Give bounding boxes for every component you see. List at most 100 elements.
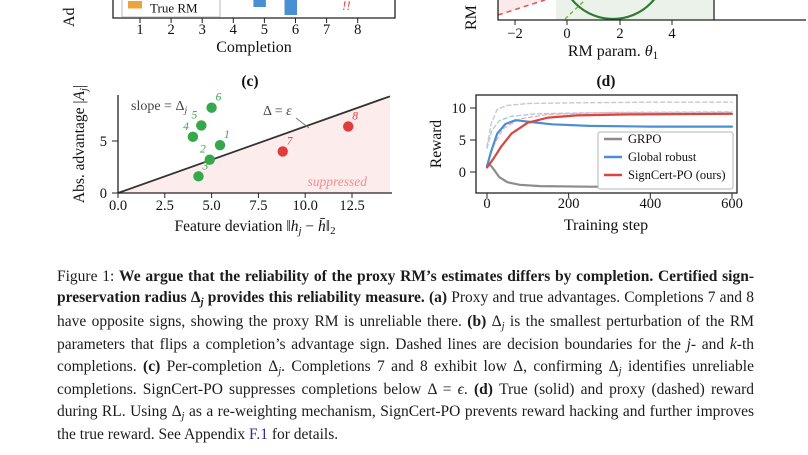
certified-radius-ball [570, 0, 656, 21]
epsilon-pointer-line [295, 117, 310, 129]
panel-a-xlabel: Completion [216, 39, 292, 56]
caption-text: j [181, 410, 185, 422]
suppressed-point-8 [343, 121, 354, 132]
panel-c-scatter: 0.0 2.5 5.0 7.5 10.0 12.5 0 5 slope = Δj Δ = ε sup… [71, 73, 392, 237]
x-tick-label: 3 [199, 22, 206, 38]
x-tick-label: 12.5 [339, 198, 364, 214]
kept-point-4 [187, 131, 199, 143]
x-tick-label: 400 [639, 196, 661, 212]
panel-b-boundary-sketch: −2 0 2 4 RM param. θ1 RM [463, 0, 806, 62]
panel-b-frame [497, 0, 806, 21]
y-tick-label: 0 [100, 186, 107, 202]
legend-label-1: Global robust [628, 150, 697, 164]
kept-point-label-1: 1 [224, 129, 230, 141]
slope-annotation: slope = Δj [131, 99, 187, 116]
caption-text: for details. [267, 426, 339, 444]
panel-a-legend-box [121, 0, 221, 18]
caption-text: (c) [143, 357, 161, 375]
caption-text: is the smallest perturbation of the RM p… [57, 312, 755, 354]
caption-text: as a re-weighting mechanism, SignCert-PO… [57, 402, 754, 444]
x-tick-label: 2.5 [156, 198, 174, 214]
kept-point-label-5: 5 [192, 109, 198, 121]
x-tick-label: 6 [292, 22, 299, 38]
y-tick-label: 0 [459, 165, 466, 181]
kept-point-2 [204, 154, 215, 165]
kept-point-label-3: 3 [201, 160, 208, 172]
caption-text: k [729, 336, 737, 354]
safe-region [556, 0, 713, 20]
panel-d-xlabel: Training step [564, 217, 648, 234]
epsilon-boundary-line [117, 95, 391, 194]
panel-c-title: (c) [241, 73, 258, 90]
suppressed-point-label-8: 8 [352, 110, 358, 122]
x-tick-label: 2 [616, 26, 623, 42]
x-tick-label: 7.5 [249, 198, 267, 214]
y-tick-label: 5 [100, 134, 107, 150]
x-tick-label: 200 [558, 196, 580, 212]
kept-point-label-2: 2 [200, 144, 206, 156]
panel-c-ylabel: Abs. advantage |Aj| [71, 85, 90, 203]
panel-d-ylabel: Reward [428, 120, 445, 168]
series-grpo-true- [485, 163, 734, 189]
x-tick-label: 0 [563, 26, 570, 42]
caption-text: True (solid) and proxy (dashed) reward d… [57, 381, 755, 420]
caption-text: provides this reliability measure. [203, 289, 429, 307]
caption-text: Δ [486, 312, 502, 330]
caption-text: j [501, 320, 505, 332]
x-tick-label: 0 [483, 196, 490, 212]
panel-d-frame [475, 94, 738, 194]
panel-a-ylabel-fragment: Ad [61, 7, 78, 27]
legend-label-2: SignCert-PO (ours) [628, 168, 726, 182]
boundary-k-dashed [564, 0, 585, 20]
x-tick-label: 1 [136, 22, 143, 38]
panel-b-ylabel-fragment: RM [463, 5, 480, 30]
bar-completion-6 [284, 0, 297, 15]
series-signcert-po-true- [485, 112, 734, 169]
panel-c-xlabel: Feature deviation ‖hj − h̄‖2 [174, 218, 335, 237]
legend-label-true-rm: True RM [150, 1, 198, 16]
x-tick-label: 0.0 [109, 198, 127, 214]
x-tick-label: −2 [507, 26, 522, 42]
caption-text: ϵ [457, 381, 464, 399]
caption-text: We argue that the reliability of the pro… [57, 268, 754, 307]
epsilon-annotation: Δ = ε [263, 104, 292, 119]
kept-point-5 [196, 120, 207, 131]
caption-text: Proxy and true advantages. Completions 7… [57, 289, 754, 330]
caption-text: j [618, 365, 622, 377]
kept-point-1 [214, 139, 226, 151]
series-global-robust-true- [485, 119, 734, 168]
panel-d-reward-plot: 0 200 400 600 0 5 10 GRPO Global robust SignCert-… [428, 73, 743, 234]
y-tick-label: 5 [459, 133, 466, 149]
x-tick-label: 8 [354, 22, 361, 38]
appendix-link[interactable]: F.1 [248, 426, 268, 444]
panel-d-legend-box [597, 131, 734, 190]
panel-d-series [485, 101, 734, 189]
caption-text: . Completions 7 and 8 exhibit low Δ, con… [281, 357, 619, 375]
caption-text: identifies unreliable completions. SignC… [57, 357, 754, 399]
caption-text: -th completions. [57, 336, 754, 375]
series-global-robust-proxy- [486, 111, 733, 150]
bar-completion-5 [253, 0, 266, 7]
kept-point-label-6: 6 [216, 92, 222, 104]
legend-label-0: GRPO [628, 132, 661, 146]
unreliable-annotation: !! [342, 0, 351, 13]
x-tick-label: 4 [230, 22, 238, 38]
flip-region [498, 0, 545, 16]
caption-text: (d) [473, 381, 493, 399]
panel-a-frame [112, 0, 396, 19]
x-tick-label: 5.0 [203, 198, 221, 214]
panel-a-bar-chart: True RM !! 1 2 3 4 5 6 7 8 Completion Ad [61, 0, 396, 56]
caption-text: . [463, 381, 474, 399]
x-tick-label: 2 [167, 22, 174, 38]
x-tick-label: 7 [323, 22, 330, 38]
caption-text: j [200, 297, 204, 309]
caption-text: Figure 1: [57, 268, 120, 285]
caption-text: j [686, 336, 691, 354]
caption-text: Per-completion Δ [160, 357, 279, 375]
y-tick-label: 10 [452, 101, 467, 117]
kept-point-label-4: 4 [183, 121, 189, 133]
x-tick-label: 4 [668, 26, 676, 42]
x-tick-label: 600 [721, 196, 743, 212]
panel-d-title: (d) [597, 73, 616, 90]
